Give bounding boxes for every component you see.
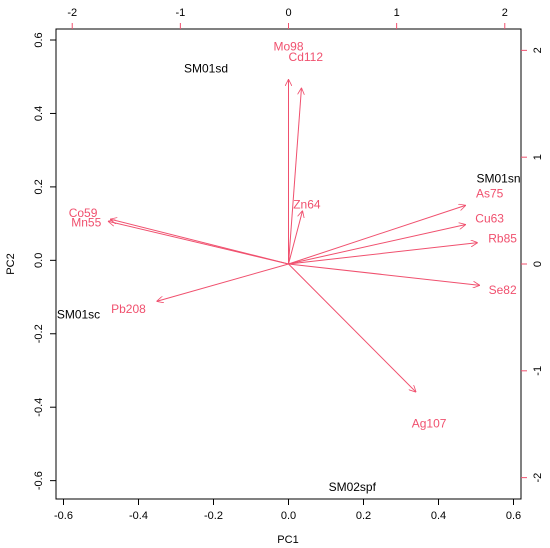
x-tick-label: 0.6	[506, 510, 521, 522]
x-tick-label: 0.4	[431, 510, 446, 522]
x-axis-title: PC1	[277, 534, 298, 546]
variable-label-cd112: Cd112	[289, 50, 324, 64]
variable-label-as75: As75	[476, 187, 504, 201]
arrow-cd112	[288, 88, 302, 265]
y-tick-label: -0.4	[33, 398, 45, 417]
y-tick-label: 0.2	[33, 179, 45, 194]
variable-label-cu63: Cu63	[475, 211, 504, 225]
y-axis-title: PC2	[5, 253, 17, 274]
y-tick-label: 0.4	[33, 106, 45, 121]
variable-label-se82: Se82	[489, 283, 517, 297]
top-tick-label: 1	[394, 7, 400, 19]
arrow-pb208	[157, 263, 289, 301]
variable-label-co59: Co59	[69, 206, 98, 220]
x-tick-label: -0.4	[129, 510, 148, 522]
observation-label-sm01sd: SM01sd	[184, 62, 228, 76]
right-tick-label: 2	[532, 47, 544, 53]
observation-label-sm01sc: SM01sc	[57, 308, 100, 322]
right-tick-label: 0	[532, 261, 544, 267]
x-tick-label: 0.2	[356, 510, 371, 522]
y-tick-label: -0.2	[33, 324, 45, 343]
y-tick-label: -0.6	[33, 471, 45, 490]
y-tick-label: 0.0	[33, 253, 45, 268]
top-tick-label: -2	[67, 7, 77, 19]
variable-label-ag107: Ag107	[412, 416, 447, 430]
arrow-ag107	[288, 263, 417, 392]
arrow-zn64	[288, 211, 303, 265]
top-tick-label: 2	[502, 7, 508, 19]
right-tick-label: -2	[532, 473, 544, 483]
arrow-mn55	[108, 221, 289, 265]
right-tick-label: -1	[532, 366, 544, 376]
x-tick-label: 0.0	[281, 510, 296, 522]
arrow-se82	[288, 263, 480, 285]
variable-label-rb85: Rb85	[488, 232, 517, 246]
x-tick-label: -0.6	[54, 510, 73, 522]
variable-label-mo98: Mo98	[273, 39, 303, 53]
variable-label-pb208: Pb208	[111, 302, 146, 316]
top-tick-label: 0	[285, 7, 291, 19]
observation-label-sm01sn: SM01sn	[476, 172, 520, 186]
variable-label-mn55: Mn55	[71, 216, 101, 230]
right-tick-label: 1	[532, 154, 544, 160]
arrow-as75	[288, 205, 466, 265]
observation-label-sm02spf: SM02spf	[329, 480, 377, 494]
top-tick-label: -1	[175, 7, 185, 19]
variable-label-zn64: Zn64	[293, 197, 321, 211]
x-tick-label: -0.2	[204, 510, 223, 522]
arrow-cu63	[288, 224, 466, 265]
arrow-rb85	[288, 243, 478, 265]
y-tick-label: 0.6	[33, 32, 45, 47]
